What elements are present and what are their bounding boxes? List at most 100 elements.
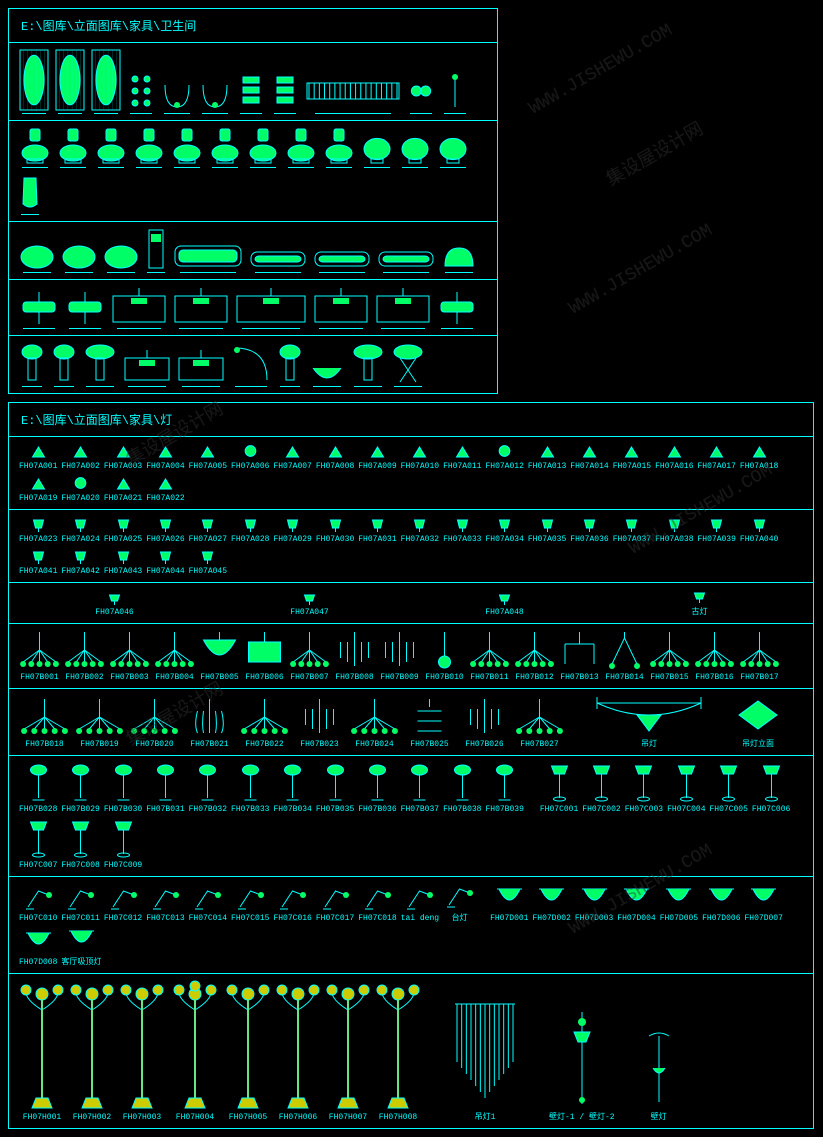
cad-block-floor: FH07B036 xyxy=(356,760,398,816)
block-label: FH07A030 xyxy=(316,535,354,544)
cad-block-tub-l xyxy=(171,240,245,275)
cad-block-sconce: FH07A003 xyxy=(102,441,144,473)
block-label: FH07C017 xyxy=(316,914,354,923)
chan-icon xyxy=(289,630,330,670)
cad-block-sconce: FH07A014 xyxy=(568,441,610,473)
block-label: FH07A048 xyxy=(485,608,523,617)
block-label: FH07B018 xyxy=(25,740,63,749)
block-label: FH07D007 xyxy=(745,914,783,923)
block-label: FH07A039 xyxy=(698,535,736,544)
cad-block-sc2: FH07A038 xyxy=(653,514,695,546)
cad-block-vanity xyxy=(109,284,169,331)
block-label: FH07B003 xyxy=(110,673,148,682)
sconce-icon xyxy=(574,443,605,459)
desk-icon xyxy=(23,818,54,858)
cad-block-wall-fancy: 壁灯 xyxy=(637,1026,681,1124)
ceil-icon xyxy=(22,929,55,955)
cad-block-tile-oval xyxy=(89,47,123,116)
curve-icon xyxy=(231,344,271,384)
block-label: FH07H004 xyxy=(176,1113,214,1122)
block-label: FH07A037 xyxy=(613,535,651,544)
cad-block-vanity xyxy=(175,346,227,389)
block-label: FH07C003 xyxy=(625,805,663,814)
block-label: FH07B012 xyxy=(515,673,553,682)
street-icon xyxy=(225,980,271,1110)
cad-block-ped xyxy=(81,340,119,389)
tub-l-icon xyxy=(377,248,435,270)
block-label: FH07B002 xyxy=(65,673,103,682)
block-label: FH07H006 xyxy=(279,1113,317,1122)
block-label: FH07D002 xyxy=(532,914,570,923)
block-label: 客厅吸顶灯 xyxy=(61,956,101,967)
street-icon xyxy=(19,980,65,1110)
ceil-icon xyxy=(578,885,611,911)
cad-block-desk: FH07C008 xyxy=(59,816,101,872)
cad-block-toilet xyxy=(17,125,53,170)
block-label: FH07B021 xyxy=(190,740,228,749)
ceil-icon xyxy=(620,885,653,911)
cad-block-chan-t: FH07B025 xyxy=(402,695,457,751)
cad-block-sc2: FH07A025 xyxy=(102,514,144,546)
cad-block-street: FH07H008 xyxy=(373,978,423,1124)
block-label: tai deng xyxy=(401,914,439,923)
pend-icon xyxy=(424,630,465,670)
cad-block-sconce: FH07A008 xyxy=(314,441,356,473)
cad-block-floor: FH07B034 xyxy=(271,760,313,816)
chan-icon xyxy=(109,630,150,670)
tile-oval-icon xyxy=(19,49,49,111)
cad-block-sc2: FH07A032 xyxy=(399,514,441,546)
chan-b-icon xyxy=(199,630,240,670)
cad-block-desk: FH07C005 xyxy=(708,760,750,816)
sconce-icon xyxy=(404,443,435,459)
cad-block-desk2: FH07C011 xyxy=(59,883,101,925)
cad-block-sconce: FH07A011 xyxy=(441,441,483,473)
bidet-icon xyxy=(361,133,393,165)
cad-block-sc2: FH07A045 xyxy=(187,546,229,578)
cad-block-vanity xyxy=(233,284,309,331)
block-label: FH07B037 xyxy=(401,805,439,814)
block-label: FH07H007 xyxy=(329,1113,367,1122)
cad-block-tub-l xyxy=(375,246,437,275)
block-label: FH07B023 xyxy=(300,740,338,749)
ceil-icon xyxy=(705,885,738,911)
cad-block-sc2: FH07A030 xyxy=(314,514,356,546)
rail-icon xyxy=(305,71,401,111)
block-label: 壁灯-1 / 壁灯-2 xyxy=(549,1111,615,1122)
block-label: FH07A033 xyxy=(443,535,481,544)
block-label: FH07B022 xyxy=(245,740,283,749)
cad-block-chan-sq: FH07B006 xyxy=(242,628,287,684)
cad-block-desk2: FH07C016 xyxy=(271,883,313,925)
cad-block-sc2: FH07A043 xyxy=(102,546,144,578)
block-label: FH07C014 xyxy=(189,914,227,923)
floor-icon xyxy=(192,762,223,802)
floor-icon xyxy=(277,762,308,802)
block-label: FH07C005 xyxy=(710,805,748,814)
cad-block-desk2: FH07C013 xyxy=(144,883,186,925)
cad-block-hook xyxy=(159,79,195,116)
cad-block-sconce: FH07A018 xyxy=(738,441,780,473)
cad-block-floor: FH07B035 xyxy=(314,760,356,816)
block-label: FH07C011 xyxy=(61,914,99,923)
cad-block-sconce: FH07A004 xyxy=(144,441,186,473)
cad-block-desk2: FH07C010 xyxy=(17,883,59,925)
sc2-icon xyxy=(745,516,774,532)
block-label: FH07D003 xyxy=(575,914,613,923)
block-label: FH07A028 xyxy=(231,535,269,544)
cad-block-sc2: FH07A037 xyxy=(611,514,653,546)
sc2-icon xyxy=(24,516,53,532)
cad-block-tile-oval xyxy=(17,47,51,116)
sc2-icon xyxy=(193,548,222,564)
cad-block-sc2: FH07A040 xyxy=(738,514,780,546)
cad-block-dots xyxy=(125,69,157,116)
cad-block-floor: FH07B039 xyxy=(483,760,525,816)
wall-pair-icon xyxy=(562,1008,602,1108)
tub-l-icon xyxy=(313,248,371,270)
sc2-icon xyxy=(617,516,646,532)
chan-icon xyxy=(514,630,555,670)
cad-block-sconce: FH07A001 xyxy=(17,441,59,473)
block-label: FH07H008 xyxy=(379,1113,417,1122)
globe-icon xyxy=(235,443,266,459)
desk2-icon xyxy=(361,885,394,911)
cad-block-ceil: FH07D002 xyxy=(530,883,572,925)
hook-icon xyxy=(199,81,231,111)
